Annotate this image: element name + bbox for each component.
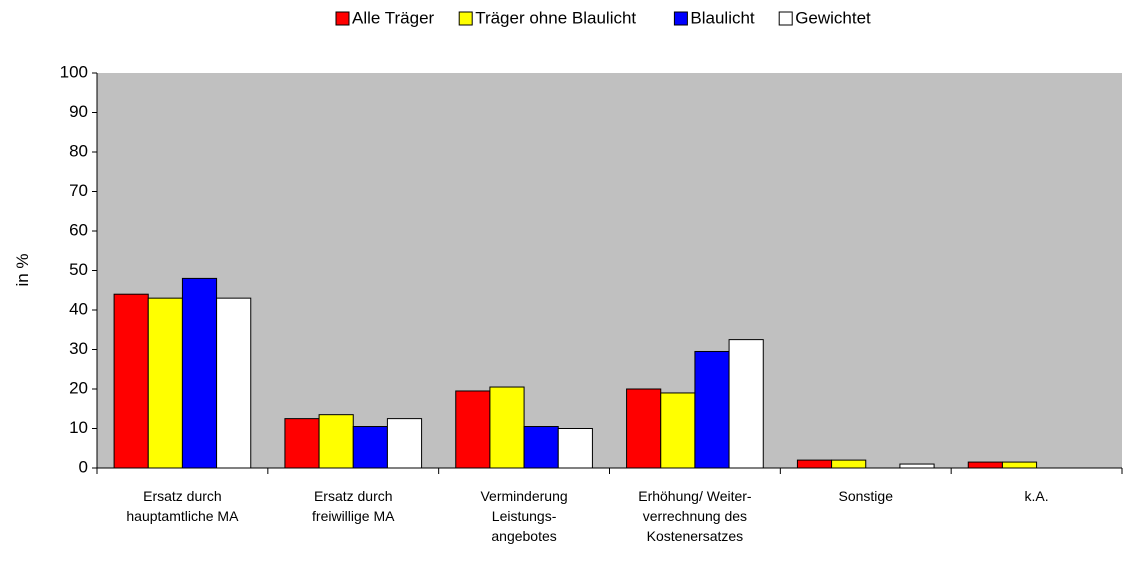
y-axis-label: in % — [13, 253, 32, 286]
y-tick-label: 20 — [69, 378, 88, 397]
bar — [626, 388, 662, 469]
plot-area — [97, 73, 1122, 468]
x-tick-label: Verminderung Leistungs-angebotes — [480, 488, 567, 544]
bar — [181, 277, 218, 469]
bar — [728, 339, 764, 469]
bar — [557, 428, 593, 469]
bar — [831, 459, 867, 469]
bar — [455, 390, 491, 469]
y-tick-label: 30 — [69, 339, 88, 358]
y-tick-label: 60 — [69, 220, 88, 239]
legend-label: Blaulicht — [690, 8, 755, 27]
bar — [1001, 461, 1038, 469]
legend-swatch — [458, 11, 473, 26]
legend-label: Alle Träger — [352, 8, 435, 27]
bar — [386, 418, 423, 469]
y-tick-label: 40 — [69, 299, 88, 318]
bar — [523, 426, 559, 469]
legend-swatch — [778, 11, 793, 26]
y-tick-label: 10 — [69, 418, 88, 437]
x-tick-label: Ersatz durch freiwillige MA — [312, 488, 395, 524]
y-tick-label: 80 — [69, 141, 88, 160]
bar — [147, 297, 183, 469]
y-tick-label: 70 — [69, 181, 88, 200]
bar — [352, 426, 388, 469]
bar — [694, 350, 730, 469]
bar — [796, 459, 833, 469]
x-tick-label: Ersatz durch hauptamtliche MA — [126, 488, 239, 524]
x-tick-label: k.A. — [1025, 488, 1049, 504]
bar — [489, 386, 525, 469]
y-tick-label: 100 — [60, 62, 88, 81]
legend-label: Träger ohne Blaulicht — [475, 8, 636, 27]
bar — [284, 418, 320, 469]
bar — [216, 297, 252, 469]
legend-swatch — [673, 11, 688, 26]
bar — [660, 392, 696, 469]
y-tick-label: 50 — [69, 260, 88, 279]
legend-swatch — [335, 11, 350, 26]
x-tick-label: Sonstige — [839, 488, 894, 504]
x-tick-label: Erhöhung/ Weiter-verrechnung des Kostener… — [638, 488, 752, 544]
bar — [967, 461, 1003, 469]
y-tick-label: 0 — [79, 457, 88, 476]
y-tick-label: 90 — [69, 102, 88, 121]
bar — [318, 414, 354, 469]
bar — [899, 463, 935, 469]
legend-label: Gewichtet — [795, 8, 871, 27]
bar — [113, 293, 149, 469]
